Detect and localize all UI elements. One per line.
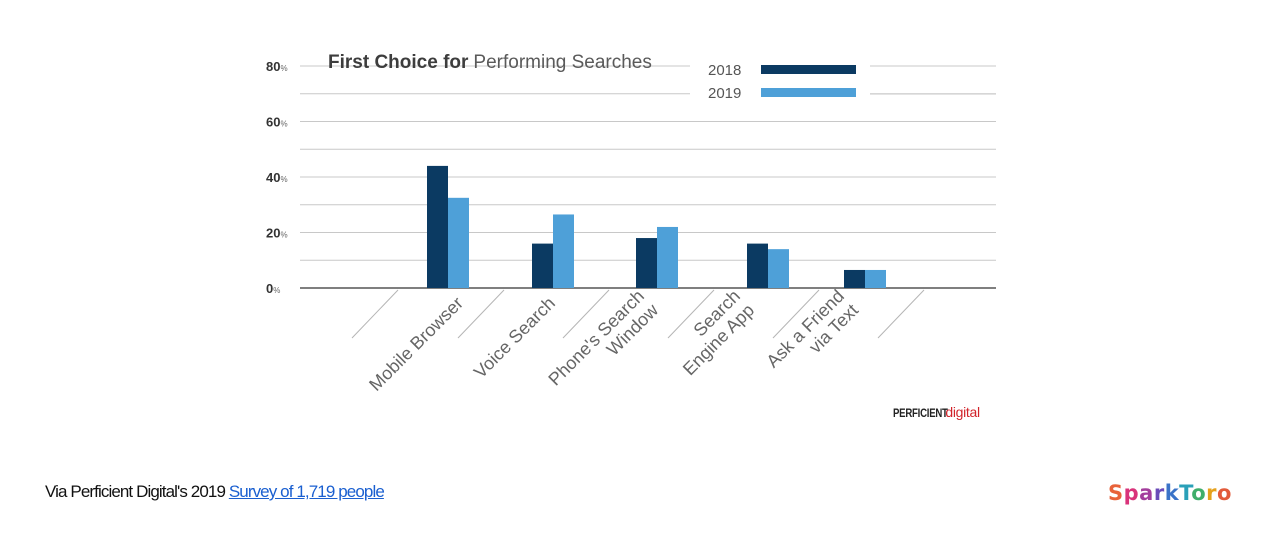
separator [562,289,610,339]
separator [667,289,715,339]
chart-title: First Choice for Performing Searches [328,52,652,73]
source-caption: Via Perficient Digital's 2019 Survey of … [45,482,385,502]
separator [351,289,399,339]
sparktoro-logo: SparkToro [1108,481,1232,505]
perficient-logo-prefix: PERFICIENT [893,406,948,420]
separator [877,289,925,339]
separator [457,289,505,339]
legend: 2018 2019 [690,55,996,103]
perficient-digital-logo: PERFICIENTdigital [893,404,980,420]
bar-chart: 0% 20% 40% 60% 80% Mobile Browser Voice Searc… [266,52,996,395]
y-tick-label: 20% [266,226,288,241]
bar-2019-4 [865,269,886,288]
bars [427,165,886,288]
bar-2018-4 [844,269,865,288]
y-tick-label: 80% [266,59,288,74]
bar-2019-2 [657,226,678,288]
bar-2018-3 [747,243,768,288]
legend-label-2019: 2019 [708,85,741,102]
y-axis-ticks: 0% 20% 40% 60% 80% [266,59,288,296]
legend-label-2018: 2018 [708,62,741,79]
legend-swatch-2018 [761,65,856,74]
bar-2018-1 [532,243,553,288]
bar-2019-3 [768,249,789,288]
separator [772,289,820,339]
bar-2019-0 [448,197,469,288]
category-label-line: Voice Search [470,293,559,382]
y-tick-label: 60% [266,115,288,130]
bar-2018-0 [427,165,448,288]
y-tick-label: 0% [266,281,280,296]
category-separators [351,289,925,339]
legend-swatch-2019 [761,88,856,97]
bar-2018-2 [636,238,657,288]
survey-link[interactable]: Survey of 1,719 people [228,482,385,501]
perficient-logo-suffix: digital [945,404,980,420]
category-label: Voice Search [470,293,559,382]
y-tick-label: 40% [266,170,288,185]
bar-2019-1 [553,214,574,288]
caption-prefix: Via Perficient Digital's 2019 [45,482,229,501]
